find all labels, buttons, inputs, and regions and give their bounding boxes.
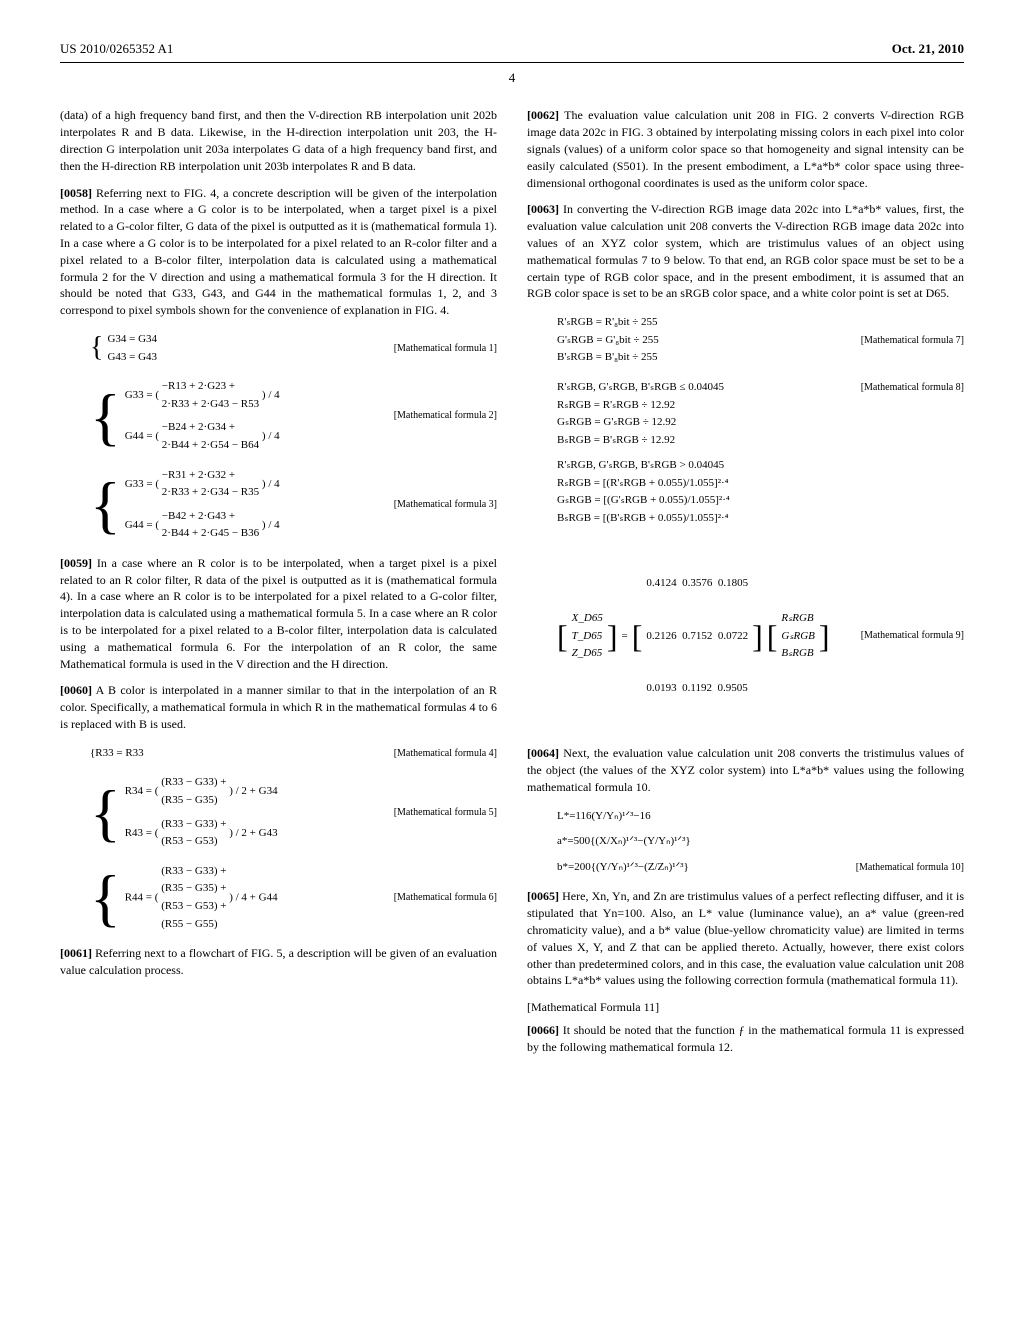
para-0066: [0066] It should be noted that the funct… <box>527 1022 964 1056</box>
content-columns: (data) of a high frequency band first, a… <box>60 107 964 1065</box>
f4-text: {R33 = R33 <box>90 745 144 763</box>
para-num-0059: [0059] <box>60 556 92 570</box>
para-0059: [0059] In a case where an R color is to … <box>60 555 497 673</box>
f7-label: [Mathematical formula 7] <box>841 333 964 349</box>
para-0063: [0063] In converting the V-direction RGB… <box>527 201 964 302</box>
para-num-0064: [0064] <box>527 746 559 760</box>
para-text-0059: In a case where an R color is to be inte… <box>60 556 497 671</box>
header-divider <box>60 62 964 63</box>
publication-date: Oct. 21, 2010 <box>892 40 964 58</box>
formula-10: L*=116(Y/Yₙ)¹ᐟ³−16 a*=500{(X/Xₙ)¹ᐟ³−(Y/Y… <box>557 808 964 877</box>
para-0058: [0058] Referring next to FIG. 4, a concr… <box>60 185 497 319</box>
formula-5: { R34 = ( (R33 − G33) + (R35 − G35) ) / … <box>90 774 497 850</box>
formula-4: {R33 = R33 [Mathematical formula 4] <box>90 745 497 763</box>
para-text-0064: Next, the evaluation value calculation u… <box>527 746 964 794</box>
para-text-0061: Referring next to a flowchart of FIG. 5,… <box>60 946 497 977</box>
brace-icon: { <box>90 391 121 442</box>
f4-label: [Mathematical formula 4] <box>374 746 497 762</box>
para-num-0061: [0061] <box>60 946 92 960</box>
para-text-0063: In converting the V-direction RGB image … <box>527 202 964 300</box>
right-column: [0062] The evaluation value calculation … <box>527 107 964 1065</box>
para-text-0062: The evaluation value calculation unit 20… <box>527 108 964 189</box>
formula-9: [ X_D65 T_D65 Z_D65 ] = [ 0.4124 0.3576 … <box>557 540 964 734</box>
formula-3: { G33 = ( −R31 + 2·G32 + 2·R33 + 2·G34 −… <box>90 467 497 543</box>
publication-number: US 2010/0265352 A1 <box>60 40 173 58</box>
para-text-0065: Here, Xn, Yn, and Zn are tristimulus val… <box>527 889 964 987</box>
f1-label: [Mathematical formula 1] <box>374 341 497 357</box>
para-num-0062: [0062] <box>527 108 559 122</box>
f3-label: [Mathematical formula 3] <box>374 497 497 513</box>
page-header: US 2010/0265352 A1 Oct. 21, 2010 <box>60 40 964 58</box>
para-0061: [0061] Referring next to a flowchart of … <box>60 945 497 979</box>
para-0062: [0062] The evaluation value calculation … <box>527 107 964 191</box>
f9-label: [Mathematical formula 9] <box>841 628 964 644</box>
brace-icon: { <box>90 872 121 923</box>
f6-label: [Mathematical formula 6] <box>374 890 497 906</box>
para-0065: [0065] Here, Xn, Yn, and Zn are tristimu… <box>527 888 964 989</box>
f1-line2: G43 = G43 <box>107 349 157 367</box>
para-num-0065: [0065] <box>527 889 559 903</box>
para-text-0066: It should be noted that the function ƒ i… <box>527 1023 964 1054</box>
para-0060: [0060] A B color is interpolated in a ma… <box>60 682 497 732</box>
brace-icon: { <box>90 787 121 838</box>
para-text-0060: A B color is interpolated in a manner si… <box>60 683 497 731</box>
f10-label: [Mathematical formula 10] <box>836 860 964 876</box>
f8-label: [Mathematical formula 8] <box>841 380 964 396</box>
brace-icon: { <box>90 337 103 359</box>
f1-line1: G34 = G34 <box>107 331 157 349</box>
para-top: (data) of a high frequency band first, a… <box>60 107 497 174</box>
para-num-0066: [0066] <box>527 1023 559 1037</box>
para-text-0058: Referring next to FIG. 4, a concrete des… <box>60 186 497 318</box>
formula-8: R'ₛRGB, G'ₛRGB, B'ₛRGB ≤ 0.04045 [Mathem… <box>557 379 964 528</box>
para-num-0063: [0063] <box>527 202 559 216</box>
f5-label: [Mathematical formula 5] <box>374 805 497 821</box>
page-number: 4 <box>60 69 964 87</box>
para-num-0060: [0060] <box>60 683 92 697</box>
formula-1: { G34 = G34 G43 = G43 [Mathematical form… <box>90 331 497 366</box>
formula-6: { R44 = ( (R33 − G33) + (R35 − G35) + (R… <box>90 863 497 933</box>
brace-icon: { <box>90 479 121 530</box>
mf11-heading: [Mathematical Formula 11] <box>527 999 964 1016</box>
left-column: (data) of a high frequency band first, a… <box>60 107 497 1065</box>
formula-7: R'ₛRGB = R'₈bit ÷ 255 G'ₛRGB = G'₈bit ÷ … <box>557 314 964 367</box>
f2-label: [Mathematical formula 2] <box>374 408 497 424</box>
formula-2: { G33 = ( −R13 + 2·G23 + 2·R33 + 2·G43 −… <box>90 378 497 454</box>
para-num-0058: [0058] <box>60 186 92 200</box>
para-0064: [0064] Next, the evaluation value calcul… <box>527 745 964 795</box>
